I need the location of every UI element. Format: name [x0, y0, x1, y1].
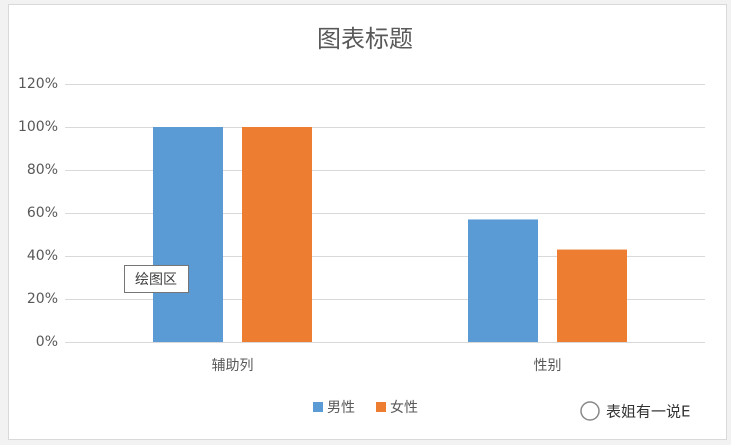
chart-area [8, 4, 727, 440]
legend-label: 女性 [390, 399, 418, 416]
legend-label: 男性 [327, 400, 355, 416]
y-tick-label: 100% [18, 119, 58, 135]
bar [557, 249, 627, 342]
y-tick-label: 120% [18, 76, 58, 92]
y-tick-label: 0% [36, 334, 58, 350]
watermark-text: 表姐有一说E [606, 403, 690, 421]
bar [468, 219, 538, 342]
bar [153, 127, 223, 342]
y-tick-label: 60% [27, 205, 58, 221]
y-tick-label: 20% [27, 291, 58, 307]
chart-title: 图表标题 [317, 25, 413, 53]
legend-swatch [313, 402, 323, 412]
y-tick-label: 40% [27, 248, 58, 264]
tooltip-box [124, 265, 189, 293]
legend-swatch [376, 402, 386, 412]
y-tick-label: 80% [27, 162, 58, 178]
tooltip-text: 绘图区 [135, 272, 177, 288]
x-tick-label: 辅助列 [212, 358, 254, 374]
x-tick-label: 性别 [534, 358, 562, 374]
bar [242, 127, 312, 342]
watermark-icon [580, 401, 600, 421]
